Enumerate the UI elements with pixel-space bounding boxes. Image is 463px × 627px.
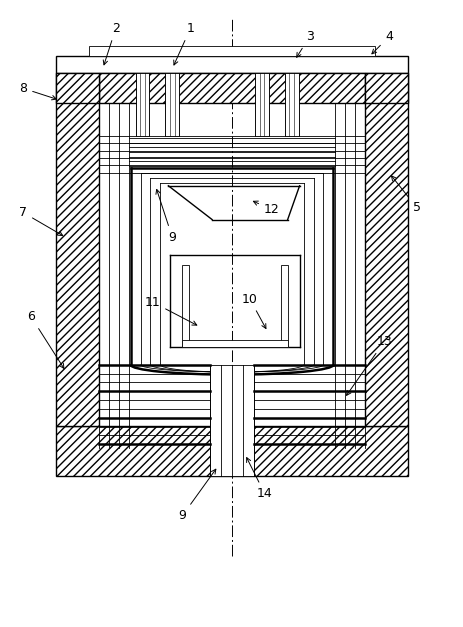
Text: 4: 4 (371, 30, 392, 54)
Bar (182, 265, 189, 347)
Bar (135, 73, 149, 136)
Bar (56, 73, 99, 426)
Text: 1: 1 (173, 22, 194, 65)
Bar (364, 73, 407, 426)
Bar (182, 340, 287, 347)
Text: 7: 7 (19, 206, 63, 236)
Text: 13: 13 (346, 335, 391, 396)
Bar (56, 426, 407, 476)
Text: 12: 12 (253, 201, 279, 216)
Text: 8: 8 (19, 82, 56, 100)
Bar (254, 73, 268, 136)
Bar (280, 265, 287, 347)
Text: 5: 5 (391, 176, 420, 214)
Text: 6: 6 (27, 310, 64, 369)
Text: 9: 9 (156, 189, 176, 244)
Text: 11: 11 (144, 295, 196, 325)
Bar (56, 56, 407, 73)
Bar (56, 73, 99, 103)
Text: 14: 14 (246, 458, 272, 500)
Bar (89, 46, 374, 56)
Text: 10: 10 (241, 293, 265, 329)
Bar (284, 73, 298, 136)
Text: 3: 3 (296, 30, 313, 57)
Bar (165, 73, 179, 136)
Bar (210, 365, 253, 476)
Text: 2: 2 (103, 22, 119, 65)
Bar (99, 73, 364, 103)
Bar (364, 73, 407, 103)
Text: 9: 9 (178, 469, 215, 522)
